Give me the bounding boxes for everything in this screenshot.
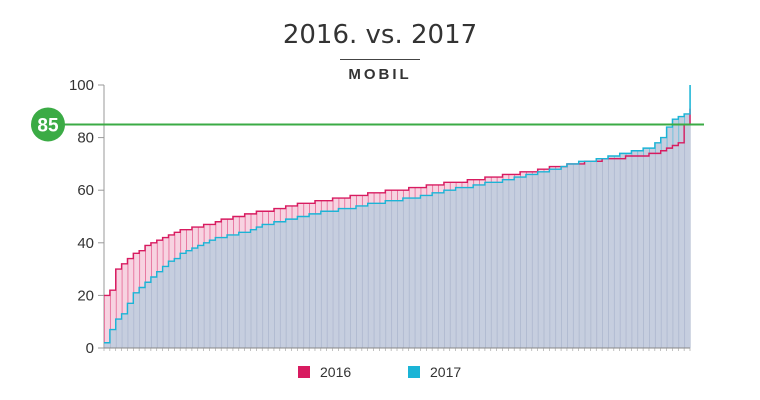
legend-label-2017: 2017 xyxy=(430,364,462,380)
y-tick-label-40: 40 xyxy=(77,235,94,252)
title-divider xyxy=(340,59,420,60)
legend-item-2017: 2017 xyxy=(408,364,461,380)
legend-item-2016: 2016 xyxy=(298,364,351,380)
series-line-2016 xyxy=(104,108,691,297)
legend: 2016 2017 xyxy=(0,364,760,384)
chart-title: 2016. vs. 2017 xyxy=(282,20,478,50)
area-2017 xyxy=(104,85,690,348)
y-tick-label-60: 60 xyxy=(77,182,94,199)
legend-swatch-2017 xyxy=(408,366,420,378)
y-tick-label-80: 80 xyxy=(77,130,94,147)
y-tick-label-0: 0 xyxy=(86,340,94,357)
threshold-label: 85 xyxy=(37,115,59,136)
series-line-2017 xyxy=(104,85,691,344)
legend-swatch-2016 xyxy=(298,366,310,378)
chart-subtitle: MOBIL xyxy=(348,66,412,83)
y-tick-label-20: 20 xyxy=(77,287,94,304)
legend-label-2016: 2016 xyxy=(320,364,352,380)
y-tick-label-100: 100 xyxy=(69,77,94,94)
threshold-badge xyxy=(31,107,65,142)
